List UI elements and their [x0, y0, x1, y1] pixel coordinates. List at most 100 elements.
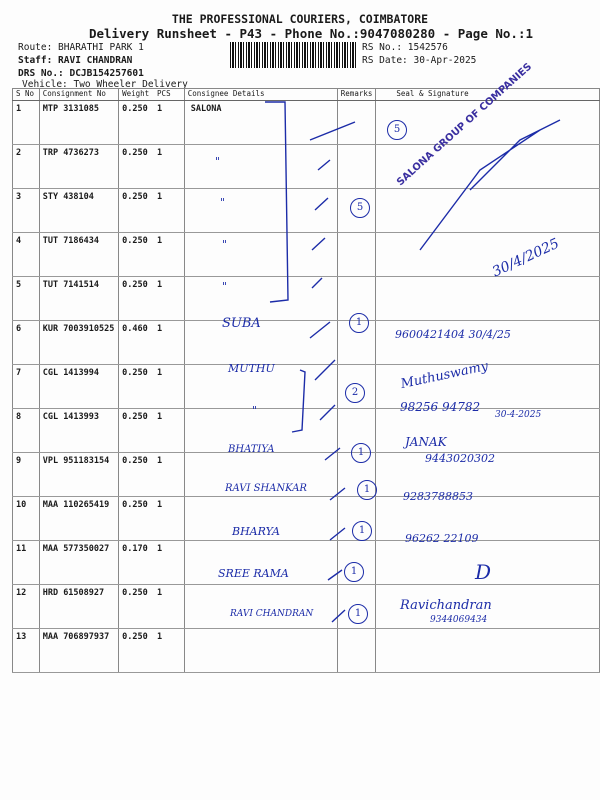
sno-cell: 8: [12, 408, 40, 453]
consignee-hand-12: SREE RAMA: [218, 567, 289, 580]
drs-number: DRS No.: DCJB154257601: [18, 68, 144, 79]
company-title: THE PROFESSIONAL COURIERS, COIMBATORE: [171, 12, 429, 26]
weight-cell: 0.250: [118, 100, 155, 145]
table-row: 2 TRP 4736273 0.250 1: [12, 144, 600, 189]
pcs-cell: 1: [154, 276, 185, 321]
weight-cell: 0.250: [118, 276, 155, 321]
signature-12: D: [475, 560, 492, 584]
weight-cell: 0.250: [118, 232, 155, 277]
consignee-cell: [183, 188, 338, 233]
table-row: 1 MTP 3131085 0.250 1 SALONA: [12, 100, 600, 145]
table-row: 10 MAA 110265419 0.250 1: [12, 496, 600, 541]
remark-circle: 1: [348, 604, 368, 624]
remarks-cell: [336, 628, 377, 673]
remark-circle: 5: [350, 198, 370, 218]
signature-9: JANAK: [405, 435, 447, 449]
pcs-cell: 1: [154, 452, 185, 497]
remarks-cell: [336, 144, 377, 189]
runsheet-subtitle: Delivery Runsheet - P43 - Phone No.:9047…: [88, 26, 533, 41]
table-row: 3 STY 438104 0.250 1: [12, 188, 600, 233]
remark-circle: 1: [352, 521, 372, 541]
signature-6: 9600421404 30/4/25: [395, 328, 511, 341]
col-pcs: PCS: [154, 88, 185, 101]
remarks-cell: [336, 232, 377, 277]
ditto-3: ": [220, 196, 226, 209]
consignment-cell: CGL 1413993: [38, 408, 120, 453]
weight-cell: 0.460: [118, 320, 155, 365]
signature-8-phone: 98256 94782: [400, 400, 481, 414]
col-weight: Weight: [118, 88, 155, 101]
pcs-cell: 1: [154, 584, 185, 629]
sno-cell: 10: [12, 496, 40, 541]
col-consignee: Consignee Details: [183, 88, 338, 101]
ditto-4: ": [222, 238, 228, 251]
bracket-mark: [265, 101, 289, 303]
pcs-cell: 1: [154, 320, 185, 365]
seal-cell: [375, 452, 600, 497]
signature-stroke: [419, 119, 561, 251]
remark-circle: 5: [387, 120, 407, 140]
remark-circle: 1: [357, 480, 377, 500]
pcs-cell: 1: [154, 232, 185, 277]
seal-cell: [375, 100, 600, 145]
consignee-cell: [183, 320, 338, 365]
remark-circle: 1: [349, 313, 369, 333]
weight-cell: 0.170: [118, 540, 155, 585]
table-row: 11 MAA 577350027 0.170 1: [12, 540, 600, 585]
pcs-cell: 1: [154, 496, 185, 541]
staff: Staff: RAVI CHANDRAN: [18, 55, 133, 66]
seal-cell: [375, 584, 600, 629]
pcs-cell: 1: [154, 144, 185, 189]
weight-cell: 0.250: [118, 628, 155, 673]
weight-cell: 0.250: [118, 188, 155, 233]
remark-circle: 1: [351, 443, 371, 463]
route: Route: BHARATHI PARK 1: [18, 42, 144, 53]
seal-cell: [375, 408, 600, 453]
rs-number: RS No.: 1542576: [362, 42, 448, 53]
pcs-cell: 1: [154, 540, 185, 585]
remark-circle: 2: [345, 383, 365, 403]
col-seal: Seal & Signature: [375, 88, 600, 101]
consignee-cell: [183, 540, 338, 585]
weight-cell: 0.250: [118, 584, 155, 629]
seal-cell: [375, 364, 600, 409]
table-row: 13 MAA 706897937 0.250 1: [12, 628, 600, 673]
vehicle: Vehicle: Two Wheeler Delivery: [22, 79, 188, 90]
table-row: 9 VPL 951183154 0.250 1: [12, 452, 600, 497]
seal-cell: [375, 496, 600, 541]
consignment-cell: VPL 951183154: [38, 452, 120, 497]
consignee-hand-6: SUBA: [222, 316, 261, 331]
consignee-cell: [183, 628, 338, 673]
signature-8-date: 30-4-2025: [495, 410, 542, 420]
consignee-cell: SALONA: [183, 100, 338, 145]
sno-cell: 7: [12, 364, 40, 409]
consignment-cell: HRD 61508927: [38, 584, 120, 629]
consignment-cell: CGL 1413994: [38, 364, 120, 409]
seal-cell: [375, 628, 600, 673]
consignee-cell: [183, 364, 338, 409]
consignee-hand-10: RAVI SHANKAR: [225, 483, 307, 494]
col-consignment: Consignment No: [38, 88, 120, 101]
consignment-cell: MTP 3131085: [38, 100, 120, 145]
sno-cell: 6: [12, 320, 40, 365]
weight-cell: 0.250: [118, 364, 155, 409]
seal-cell: [375, 540, 600, 585]
consignee-cell: [183, 144, 338, 189]
consignment-cell: KUR 7003910525: [38, 320, 120, 365]
seal-cell: [375, 320, 600, 365]
consignee-cell: [183, 496, 338, 541]
weight-cell: 0.250: [118, 452, 155, 497]
consignment-cell: STY 438104: [38, 188, 120, 233]
consignee-cell: [183, 408, 338, 453]
signature-13: Ravichandran: [400, 598, 492, 613]
signature-9-phone: 9443020302: [425, 452, 495, 465]
pcs-cell: 1: [154, 188, 185, 233]
consignment-cell: TUT 7186434: [38, 232, 120, 277]
weight-cell: 0.250: [118, 408, 155, 453]
remark-circle: 1: [344, 562, 364, 582]
consignee-hand-9: BHATIYA: [228, 444, 275, 455]
ditto-5: ": [222, 280, 228, 293]
barcode: [230, 42, 358, 68]
signature-11-phone: 96262 22109: [405, 532, 479, 545]
